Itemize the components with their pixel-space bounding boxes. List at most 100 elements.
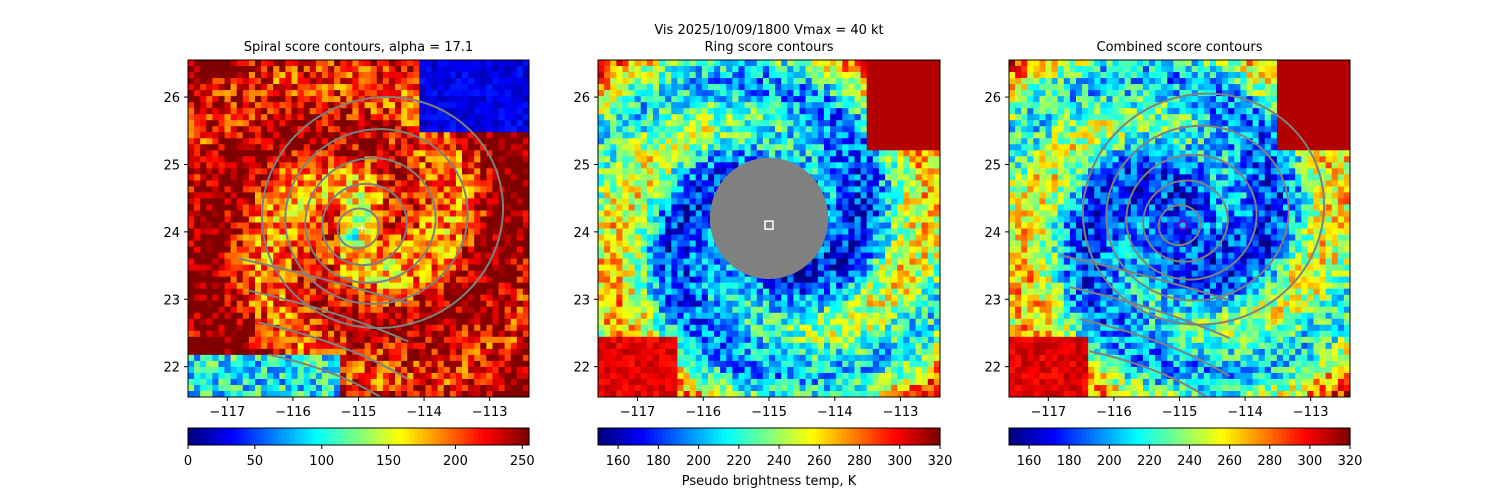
colorbar-segment	[606, 428, 612, 445]
colorbar-segment	[679, 428, 685, 445]
colorbar-segment	[1332, 428, 1338, 445]
colorbar-segment	[1128, 428, 1134, 445]
colorbar-segment	[845, 428, 851, 445]
colorbar-segment	[632, 428, 638, 445]
colorbar-segment	[875, 428, 881, 445]
colorbar-segment	[384, 428, 389, 445]
colorbar-segment	[1013, 428, 1019, 445]
colorbar-segment	[627, 428, 633, 445]
colorbar-tick-label: 300	[887, 454, 912, 469]
colorbar-segment	[645, 428, 650, 445]
colorbar-segment	[1247, 428, 1253, 445]
contour-line	[321, 182, 408, 267]
colorbar-segment	[764, 428, 770, 445]
colorbar-segment	[1055, 428, 1061, 445]
colorbar-segment	[362, 428, 368, 445]
colorbar-segment	[281, 428, 287, 445]
colorbar-segment	[1256, 428, 1262, 445]
colorbar-segment	[1264, 428, 1270, 445]
colorbar-segment	[751, 428, 757, 445]
colorbar-tick-label: 200	[686, 454, 711, 469]
colorbar-segment	[277, 428, 283, 445]
colorbar-segment	[901, 428, 907, 445]
center-marker-circle	[1177, 220, 1188, 231]
colorbar-segment	[1085, 428, 1091, 445]
colorbar-segment	[443, 428, 449, 445]
colorbar-segment	[205, 428, 210, 445]
colorbar-segment	[499, 428, 505, 445]
colorbar-segment	[820, 428, 826, 445]
colorbar-segment	[1089, 428, 1095, 445]
colorbar-frame	[1008, 427, 1351, 446]
colorbar-segment	[1230, 428, 1236, 445]
colorbar-segment	[1068, 428, 1074, 445]
colorbar-tick-label: 180	[1057, 454, 1082, 469]
colorbar-segment	[435, 428, 441, 445]
colorbar-segment	[863, 428, 868, 445]
y-tick-label: 26	[573, 91, 590, 106]
y-tick-label: 23	[573, 293, 590, 308]
contour-spiral-arm	[248, 289, 409, 343]
contour-line	[1125, 153, 1258, 281]
colorbar-segment	[256, 428, 262, 445]
colorbar-segment	[226, 428, 232, 445]
colorbar-tick-label: 160	[1017, 454, 1042, 469]
colorbar-segment	[704, 428, 710, 445]
colorbar-tick-label: 240	[1177, 454, 1202, 469]
colorbar-segment	[1226, 428, 1232, 445]
y-tick-label: 23	[984, 293, 1001, 308]
colorbar-label: Pseudo brightness temp, K	[682, 474, 857, 489]
colorbar-segment	[918, 428, 924, 445]
colorbar-segment	[524, 428, 530, 445]
colorbar-segment	[422, 428, 428, 445]
contour-spiral-arm	[238, 257, 409, 305]
colorbar-segment	[260, 428, 266, 445]
colorbar-segment	[1192, 428, 1198, 445]
colorbar-segment	[1337, 428, 1343, 445]
colorbar-segment	[239, 428, 245, 445]
x-tick-label: −114	[817, 405, 853, 420]
figure-suptitle: Vis 2025/10/09/1800 Vmax = 40 kt	[654, 23, 884, 38]
colorbar-segment	[1217, 428, 1223, 445]
x-tick-label: −115	[1162, 405, 1198, 420]
colorbar-segment	[307, 428, 313, 445]
colorbar-segment	[1043, 428, 1048, 445]
colorbar-segment	[833, 428, 839, 445]
contour-line	[1157, 204, 1202, 247]
colorbar-segment	[188, 428, 193, 445]
colorbar-segment	[747, 428, 753, 445]
colorbar-segment	[721, 428, 727, 445]
y-tick-label: 26	[984, 91, 1001, 106]
colorbar-segment	[619, 428, 625, 445]
colorbar-segment	[375, 428, 381, 445]
center-marker-plus	[357, 224, 366, 233]
colorbar-segment	[251, 428, 257, 445]
colorbar-segment	[623, 428, 629, 445]
colorbar-segment	[1038, 428, 1044, 445]
colorbar-segment	[1188, 428, 1193, 445]
contour-line	[284, 128, 469, 305]
colorbar-segment	[1179, 428, 1185, 445]
colorbar-segment	[409, 428, 415, 445]
colorbar-segment	[1234, 428, 1240, 445]
colorbar-segment	[1307, 428, 1313, 445]
colorbar-segment	[636, 428, 642, 445]
y-tick-label: 26	[163, 91, 180, 106]
colorbar-segment	[1017, 428, 1023, 445]
colorbar-segment	[1098, 428, 1104, 445]
x-tick-label: −116	[275, 405, 311, 420]
colorbar-tick-label: 280	[847, 454, 872, 469]
colorbar-segment	[1064, 428, 1070, 445]
x-tick-label: −113	[472, 405, 508, 420]
colorbar-segment	[615, 428, 620, 445]
colorbar-segment	[670, 428, 676, 445]
colorbar-segment	[717, 428, 723, 445]
colorbar-segment	[494, 428, 500, 445]
contour-spiral-arm	[1089, 350, 1209, 397]
colorbar-tick-label: 200	[443, 454, 468, 469]
x-tick-label: −114	[406, 405, 442, 420]
colorbar-tick-label: 240	[767, 454, 792, 469]
colorbar-segment	[1170, 428, 1176, 445]
colorbar-segment	[730, 428, 736, 445]
colorbar-segment	[1286, 428, 1291, 445]
